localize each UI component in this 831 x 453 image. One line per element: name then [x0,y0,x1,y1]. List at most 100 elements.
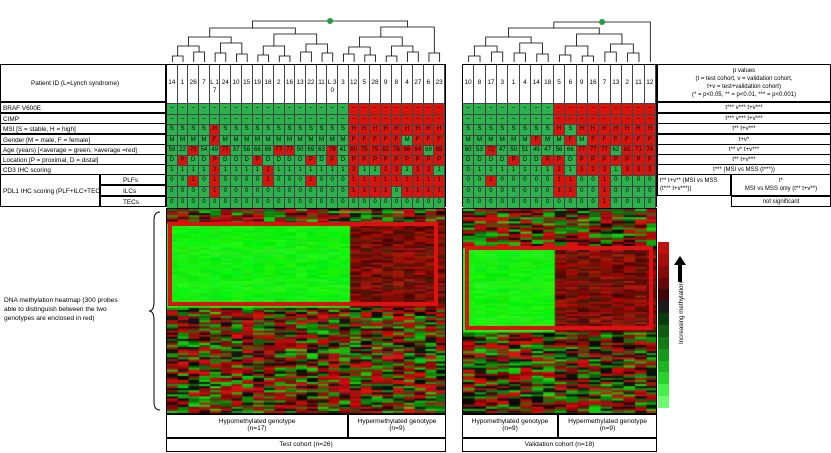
location-cell: D [531,155,543,166]
cimp-cell: – [621,114,634,125]
cimp-cell: – [391,114,403,125]
msi-cell: H [359,124,371,135]
pvalue-text: t** t+v*** [732,157,756,163]
braf-cell: – [599,103,611,114]
age-cell: 77 [587,145,600,156]
location-cell: D [295,155,306,166]
ilc-cell: 0 [497,186,509,197]
patient-id-cell: 11 [633,65,645,103]
location-cell: P [599,155,611,166]
dendrogram-branch [171,55,184,62]
tec-cell: 0 [284,197,296,208]
legend-swatch [658,242,669,255]
gender-cell: M [497,135,509,146]
plf-cell: 0 [284,175,296,186]
plf-cell: 0 [252,175,264,186]
legend-swatch [658,336,669,350]
msi-cell: H [576,124,588,135]
tec-cell: 0 [402,197,413,208]
dendrogram-branch [473,45,498,56]
ilc-cell: 0 [167,186,178,197]
plf-cell: 1 [380,175,392,186]
gender-cell: M [316,135,328,146]
dendrogram-branch [564,45,589,56]
msi-cell: S [531,124,543,135]
gender-cell: M [508,135,520,146]
tec-label: TECs [123,199,139,206]
gender-cell: F [610,135,622,146]
cd3-cell: 1 [531,165,543,176]
cimp-cell: – [380,114,392,125]
patient-id-cell: 26 [188,65,200,103]
age-cell: 47 [542,145,554,156]
tec-cell: 0 [633,197,645,208]
cd3-cell: 2 [587,165,600,176]
cd3-cell: 1 [316,165,328,176]
row-label-text: BRAF V600E [3,105,42,112]
cimp-cell: – [284,114,296,125]
ilc-cell: 0 [463,186,475,197]
test-hypo-text: Hypomethylated genotype [218,418,296,425]
braf-cell: – [241,103,253,114]
ilc-cell: 1 [209,186,221,197]
cimp-cell: – [316,114,328,125]
location-cell: P [553,155,566,166]
ilc-cell: 1 [553,186,566,197]
age-cell: 54 [199,145,210,156]
braf-cell: – [284,103,296,114]
validation-hyper-text: Hypermethylated genotype [568,418,647,425]
legend-swatch [658,384,669,397]
msi-cell: H [380,124,392,135]
msi-cell: H [553,124,566,135]
braf-cell: – [412,103,424,114]
cd3-cell: 2 [209,165,221,176]
plf-cell: 1 [599,175,611,186]
pvalues-legend-3: (* = p<0.05, ** = p<0.01, *** = p<0.001) [691,92,797,98]
age-cell: 62 [610,145,622,156]
test-hypo-label: Hypomethylated genotype (n=17) [166,414,348,438]
braf-cell: – [576,103,588,114]
cd3-cell: 0 [463,165,475,176]
tec-cell: 0 [485,197,498,208]
cimp-cell: – [519,114,532,125]
age-cell: 77 [599,145,611,156]
pvalues-legend-2: t+v = test+validation cohort) [707,84,781,90]
age-cell: 75 [370,145,381,156]
tec-cell: 0 [621,197,634,208]
gender-cell: M [474,135,486,146]
gender-cell: F [531,135,543,146]
gender-cell: F [434,135,445,146]
msi-cell: S [273,124,285,135]
dendrogram-branch [536,53,549,62]
cd3-cell: 1 [284,165,296,176]
age-cell: 53 [474,145,486,156]
braf-cell: – [209,103,221,114]
tec-cell: 0 [391,197,403,208]
ilc-label: ILCs [123,188,137,195]
age-cell: 80 [348,145,360,156]
tec-cell: 0 [380,197,392,208]
msi-cell: S [263,124,274,135]
braf-cell: – [295,103,306,114]
ilc-cell: 1 [434,186,445,197]
braf-cell: – [316,103,328,114]
braf-cell: – [644,103,656,114]
plf-cell: 0 [576,175,588,186]
age-cell: 47 [497,145,509,156]
msi-cell: S [177,124,189,135]
braf-cell: – [621,103,634,114]
dendrogram-branch [209,27,296,37]
braf-cell: – [542,103,554,114]
patient-id-cell: 10 [463,65,475,103]
age-cell: 75 [359,145,371,156]
age-cell: 85 [434,145,445,156]
location-cell: D [497,155,509,166]
msi-cell: S [316,124,328,135]
location-cell: P [423,155,435,166]
cimp-cell: – [295,114,306,125]
patient-id-cell: 5 [359,65,371,103]
dendrogram-branch [220,42,243,54]
cd3-cell: 1 [359,165,371,176]
location-cell: P [542,155,554,166]
patient-id-cell: 16 [284,65,296,103]
